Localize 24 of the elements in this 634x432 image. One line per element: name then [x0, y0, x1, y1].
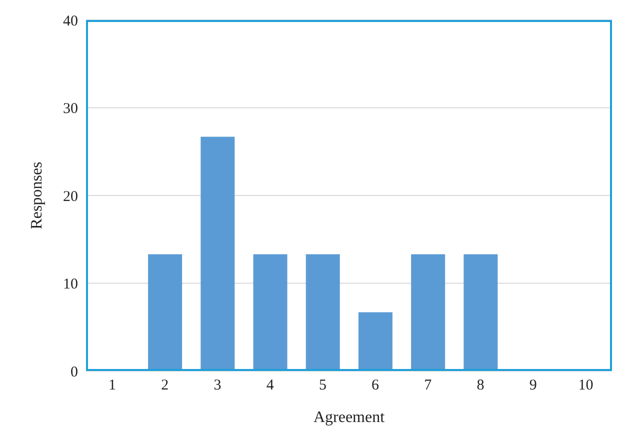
- y-tick-label: 20: [63, 188, 78, 205]
- x-tick-label: 4: [266, 378, 274, 394]
- bar: [253, 254, 288, 371]
- x-tick-label: 5: [318, 378, 326, 394]
- x-tick-label: 1: [108, 378, 116, 394]
- x-tick-label: 8: [476, 378, 484, 394]
- x-tick-label: 6: [372, 378, 380, 394]
- bar: [464, 254, 498, 371]
- bar: [200, 136, 235, 371]
- y-axis-title: Responses: [28, 162, 46, 230]
- y-tick-label: 30: [63, 101, 78, 118]
- bar: [306, 254, 340, 371]
- x-axis-title: Agreement: [313, 409, 386, 426]
- bar: [358, 312, 392, 371]
- bar: [148, 254, 182, 371]
- y-tick-label: 0: [70, 364, 78, 380]
- x-tick-label: 2: [161, 378, 169, 394]
- y-tick-label: 40: [63, 13, 78, 30]
- y-tick-label: 10: [63, 276, 78, 293]
- x-tick-label: 10: [578, 378, 594, 394]
- x-tick-label: 7: [424, 378, 432, 394]
- bar: [411, 254, 446, 371]
- x-tick-label: 9: [529, 378, 537, 394]
- x-tick-label: 3: [214, 378, 222, 394]
